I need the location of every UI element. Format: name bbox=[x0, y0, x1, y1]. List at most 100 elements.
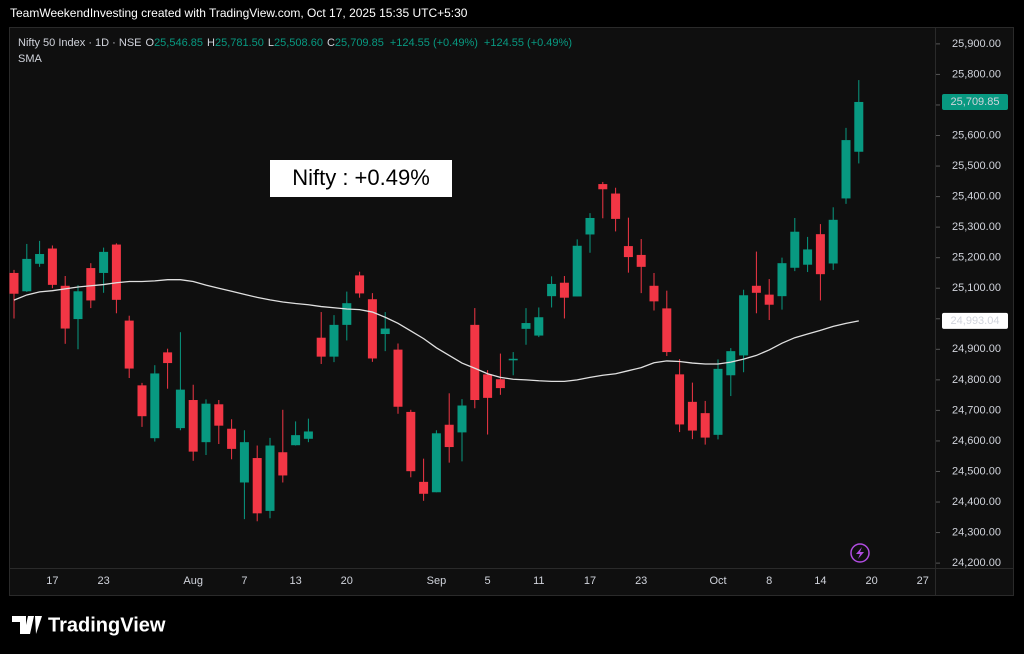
y-tick-label: 24,700.00 bbox=[952, 404, 1001, 416]
candle-body bbox=[483, 374, 493, 398]
x-tick-label: 17 bbox=[584, 575, 596, 587]
candle-body bbox=[316, 337, 326, 357]
y-tick-label: 25,600.00 bbox=[952, 129, 1001, 141]
candle-body bbox=[252, 458, 262, 514]
candle-body bbox=[9, 272, 19, 294]
candle-body bbox=[367, 299, 377, 359]
x-tick-label: Aug bbox=[183, 575, 203, 587]
candle-body bbox=[534, 317, 544, 336]
candle-body bbox=[175, 389, 185, 429]
l-value: 25,508.60 bbox=[274, 37, 323, 49]
candle-body bbox=[419, 481, 429, 494]
candle-body bbox=[47, 248, 57, 285]
y-tick-label: 25,500.00 bbox=[952, 160, 1001, 172]
candle-body bbox=[675, 374, 685, 425]
last-price-box bbox=[942, 93, 1008, 110]
candle-body bbox=[508, 358, 518, 361]
candle-body bbox=[598, 184, 608, 190]
sma-legend: SMA bbox=[18, 53, 43, 65]
y-tick-label: 24,200.00 bbox=[952, 557, 1001, 569]
candle-body bbox=[329, 324, 339, 357]
symbol: Nifty 50 Index · 1D · NSE bbox=[18, 37, 142, 49]
candle-body bbox=[841, 140, 851, 199]
candle-body bbox=[815, 234, 825, 275]
candle-body bbox=[188, 400, 198, 452]
candle-body bbox=[777, 263, 787, 297]
x-tick-label: 23 bbox=[635, 575, 647, 587]
y-tick-label: 24,500.00 bbox=[952, 465, 1001, 477]
change: +124.55 (+0.49%) bbox=[390, 37, 478, 49]
bolt-glyph bbox=[856, 547, 864, 559]
candle-body bbox=[22, 258, 32, 292]
x-tick-label: 17 bbox=[46, 575, 58, 587]
y-tick-label: 25,100.00 bbox=[952, 282, 1001, 294]
sma-value-label: 24,993.04 bbox=[951, 315, 1000, 327]
chart-panel bbox=[9, 27, 1014, 596]
candle-body bbox=[291, 435, 301, 446]
candle-body bbox=[265, 445, 275, 511]
x-tick-label: 11 bbox=[533, 575, 544, 587]
candle-body bbox=[585, 217, 595, 235]
h-key: H bbox=[207, 37, 215, 49]
candle-body bbox=[521, 323, 531, 329]
candle-body bbox=[687, 401, 697, 431]
candle-body bbox=[201, 403, 211, 443]
y-tick-label: 25,200.00 bbox=[952, 252, 1001, 264]
y-tick-label: 24,400.00 bbox=[952, 496, 1001, 508]
x-tick-label: 20 bbox=[865, 575, 877, 587]
change: +124.55 (+0.49%) bbox=[484, 37, 572, 49]
bolt-icon[interactable] bbox=[850, 543, 870, 563]
candle-body bbox=[303, 431, 313, 439]
x-tick-label: 13 bbox=[289, 575, 301, 587]
candle-body bbox=[163, 352, 173, 364]
y-tick-label: 25,300.00 bbox=[952, 221, 1001, 233]
o-key: O bbox=[146, 37, 155, 49]
credit: TeamWeekendInvesting created with Tradin… bbox=[10, 6, 468, 20]
candle-body bbox=[636, 254, 646, 267]
annotation: Nifty : +0.49% bbox=[292, 165, 430, 190]
candle-body bbox=[124, 320, 134, 369]
candle-body bbox=[559, 282, 569, 298]
candle-body bbox=[86, 268, 96, 301]
candle-body bbox=[457, 405, 467, 433]
candle-body bbox=[380, 328, 390, 335]
candle-body bbox=[278, 452, 288, 476]
y-tick-label: 25,900.00 bbox=[952, 38, 1001, 50]
candle-body bbox=[495, 379, 505, 389]
candle-body bbox=[406, 411, 416, 472]
candle-body bbox=[611, 193, 621, 219]
c-key: C bbox=[327, 37, 335, 49]
candle-body bbox=[790, 231, 800, 268]
candle-body bbox=[739, 295, 749, 356]
candle-body bbox=[828, 219, 838, 264]
l-key: L bbox=[268, 37, 274, 49]
candle-body bbox=[572, 245, 582, 297]
plot bbox=[9, 80, 864, 522]
candle-body bbox=[444, 424, 454, 448]
logo-mark bbox=[12, 616, 42, 634]
candle-body bbox=[470, 324, 480, 401]
candle-body bbox=[342, 303, 352, 325]
x-tick-label: 5 bbox=[485, 575, 491, 587]
candle-body bbox=[355, 275, 365, 294]
candle-body bbox=[227, 428, 237, 449]
x-tick-label: Oct bbox=[709, 575, 726, 587]
x-tick-label: 14 bbox=[814, 575, 826, 587]
candle-body bbox=[854, 101, 864, 152]
candle-body bbox=[662, 308, 672, 353]
candle-body bbox=[60, 285, 70, 329]
x-tick-label: 27 bbox=[917, 575, 929, 587]
candle-body bbox=[623, 246, 633, 258]
candle-body bbox=[150, 373, 160, 439]
sma-value-box bbox=[942, 312, 1008, 329]
x-tick-label: Sep bbox=[427, 575, 447, 587]
y-tick-label: 24,300.00 bbox=[952, 526, 1001, 538]
legend-row: Nifty 50 Index · 1D · NSE O25,546.85 H25,7… bbox=[18, 37, 572, 49]
y-tick-label: 25,400.00 bbox=[952, 191, 1001, 203]
candle-body bbox=[239, 442, 249, 483]
y-tick-label: 24,900.00 bbox=[952, 343, 1001, 355]
x-tick-label: 7 bbox=[241, 575, 247, 587]
sma-line bbox=[13, 279, 859, 383]
